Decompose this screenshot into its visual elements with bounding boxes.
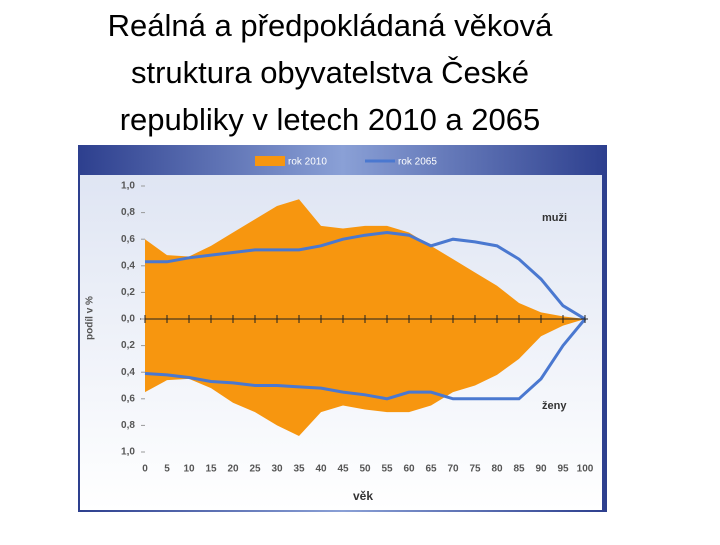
legend-swatch <box>255 156 285 166</box>
line <box>145 231 586 321</box>
title-line: republiky v letech 2010 a 2065 <box>120 102 541 137</box>
area <box>145 319 585 437</box>
lower-label: ženy <box>542 400 567 412</box>
plot: rok 2010 rok 2065 1,0 0,8 0,6 0,4 0,2 0,0 0,2 0,4… <box>121 156 594 475</box>
y-tick-label: 0,8 <box>121 207 135 218</box>
x-tick-label: 75 <box>469 464 481 475</box>
x-tick-label: 10 <box>183 464 195 475</box>
y-tick-label: 0,4 <box>121 367 135 378</box>
line <box>144 318 587 401</box>
x-tick-label: 40 <box>315 464 327 475</box>
title-line: struktura obyvatelstva České <box>131 55 529 90</box>
y-tick-label: 1,0 <box>121 447 135 458</box>
x-axis-label: věk <box>353 489 373 503</box>
x-tick-label: 70 <box>447 464 459 475</box>
upper-label: muži <box>542 212 567 224</box>
x-tick-label: 15 <box>205 464 217 475</box>
x-tick-label: 55 <box>381 464 393 475</box>
legend-label: rok 2010 <box>288 157 327 168</box>
legend-label: rok 2065 <box>398 157 437 168</box>
y-tick-label: 0,6 <box>121 393 135 404</box>
y-tick-label: 0,4 <box>121 260 135 271</box>
x-tick-label: 80 <box>491 464 503 475</box>
x-tick-label: 20 <box>227 464 239 475</box>
y-tick-label: 0,6 <box>121 234 135 245</box>
y-tick-label: 0,2 <box>121 287 135 298</box>
y-tick-label: 1,0 <box>121 181 135 192</box>
x-tick-label: 100 <box>577 464 594 475</box>
x-tick-label: 25 <box>249 464 261 475</box>
area <box>145 199 585 319</box>
y-tick-label: 0,2 <box>121 340 135 351</box>
x-tick-label: 5 <box>164 464 170 475</box>
y-tick-label: 0,8 <box>121 420 135 431</box>
x-tick-label: 65 <box>425 464 437 475</box>
x-tick-label: 0 <box>142 464 148 475</box>
x-tick-label: 95 <box>557 464 569 475</box>
x-tick-label: 50 <box>359 464 371 475</box>
title-line: Reálná a předpokládaná věková <box>108 8 553 43</box>
x-tick-label: 90 <box>535 464 547 475</box>
x-tick-label: 85 <box>513 464 525 475</box>
x-tick-label: 60 <box>403 464 415 475</box>
x-tick-label: 30 <box>271 464 283 475</box>
y-axis-label: podíl v % <box>85 296 96 340</box>
y-tick-label: 0,0 <box>121 314 135 325</box>
x-tick-label: 35 <box>293 464 305 475</box>
x-tick-label: 45 <box>337 464 349 475</box>
